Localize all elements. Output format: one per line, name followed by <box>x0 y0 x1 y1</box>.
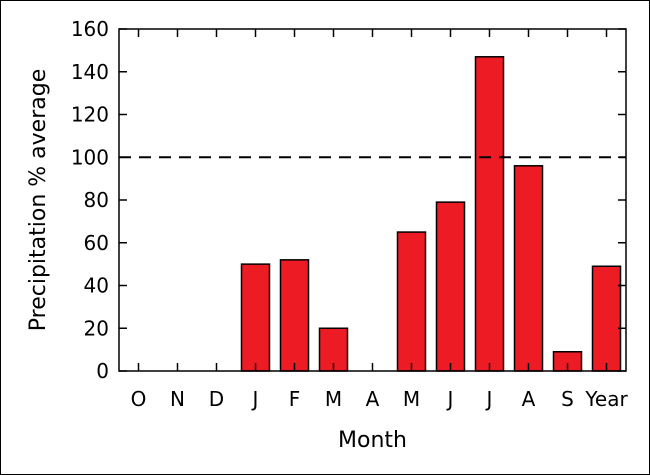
x-tick-label-7: M <box>403 387 420 411</box>
bar-j-9 <box>474 56 505 372</box>
x-tick-label-1: N <box>170 387 185 411</box>
x-tick-label-5: M <box>325 387 342 411</box>
y-tick-label-160: 160 <box>71 17 109 41</box>
y-tick-label-20: 20 <box>84 316 109 340</box>
bar-j-8 <box>435 201 466 372</box>
bar-year-12 <box>591 265 622 372</box>
x-tick-label-2: D <box>209 387 224 411</box>
y-axis-label: Precipitation % average <box>26 69 51 331</box>
x-tick-label-10: A <box>522 387 536 411</box>
plot-area <box>118 28 627 372</box>
y-tick-label-140: 140 <box>71 60 109 84</box>
y-axis: 0 20 40 60 80 100 120 140 160 <box>71 17 626 383</box>
y-tick-label-0: 0 <box>96 359 109 383</box>
bar-f-4 <box>279 259 310 372</box>
y-tick-label-100: 100 <box>71 145 109 169</box>
bar-m-7 <box>396 231 427 372</box>
x-axis: O N D J F M A M J J A S Year <box>131 29 628 411</box>
y-tick-label-60: 60 <box>84 231 109 255</box>
bars-layer <box>240 56 622 372</box>
x-tick-label-4: F <box>289 387 301 411</box>
x-axis-label: Month <box>338 428 407 453</box>
x-tick-label-8: J <box>446 387 454 411</box>
y-tick-label-80: 80 <box>84 188 109 212</box>
x-tick-label-0: O <box>131 387 147 411</box>
x-tick-label-12: Year <box>584 387 628 411</box>
x-tick-label-11: S <box>561 387 574 411</box>
bar-j-3 <box>240 263 271 372</box>
x-tick-label-9: J <box>485 387 493 411</box>
bar-a-10 <box>513 165 544 372</box>
y-tick-label-120: 120 <box>71 103 109 127</box>
y-tick-label-40: 40 <box>84 274 109 298</box>
x-tick-label-3: J <box>251 387 259 411</box>
x-tick-label-6: A <box>366 387 380 411</box>
